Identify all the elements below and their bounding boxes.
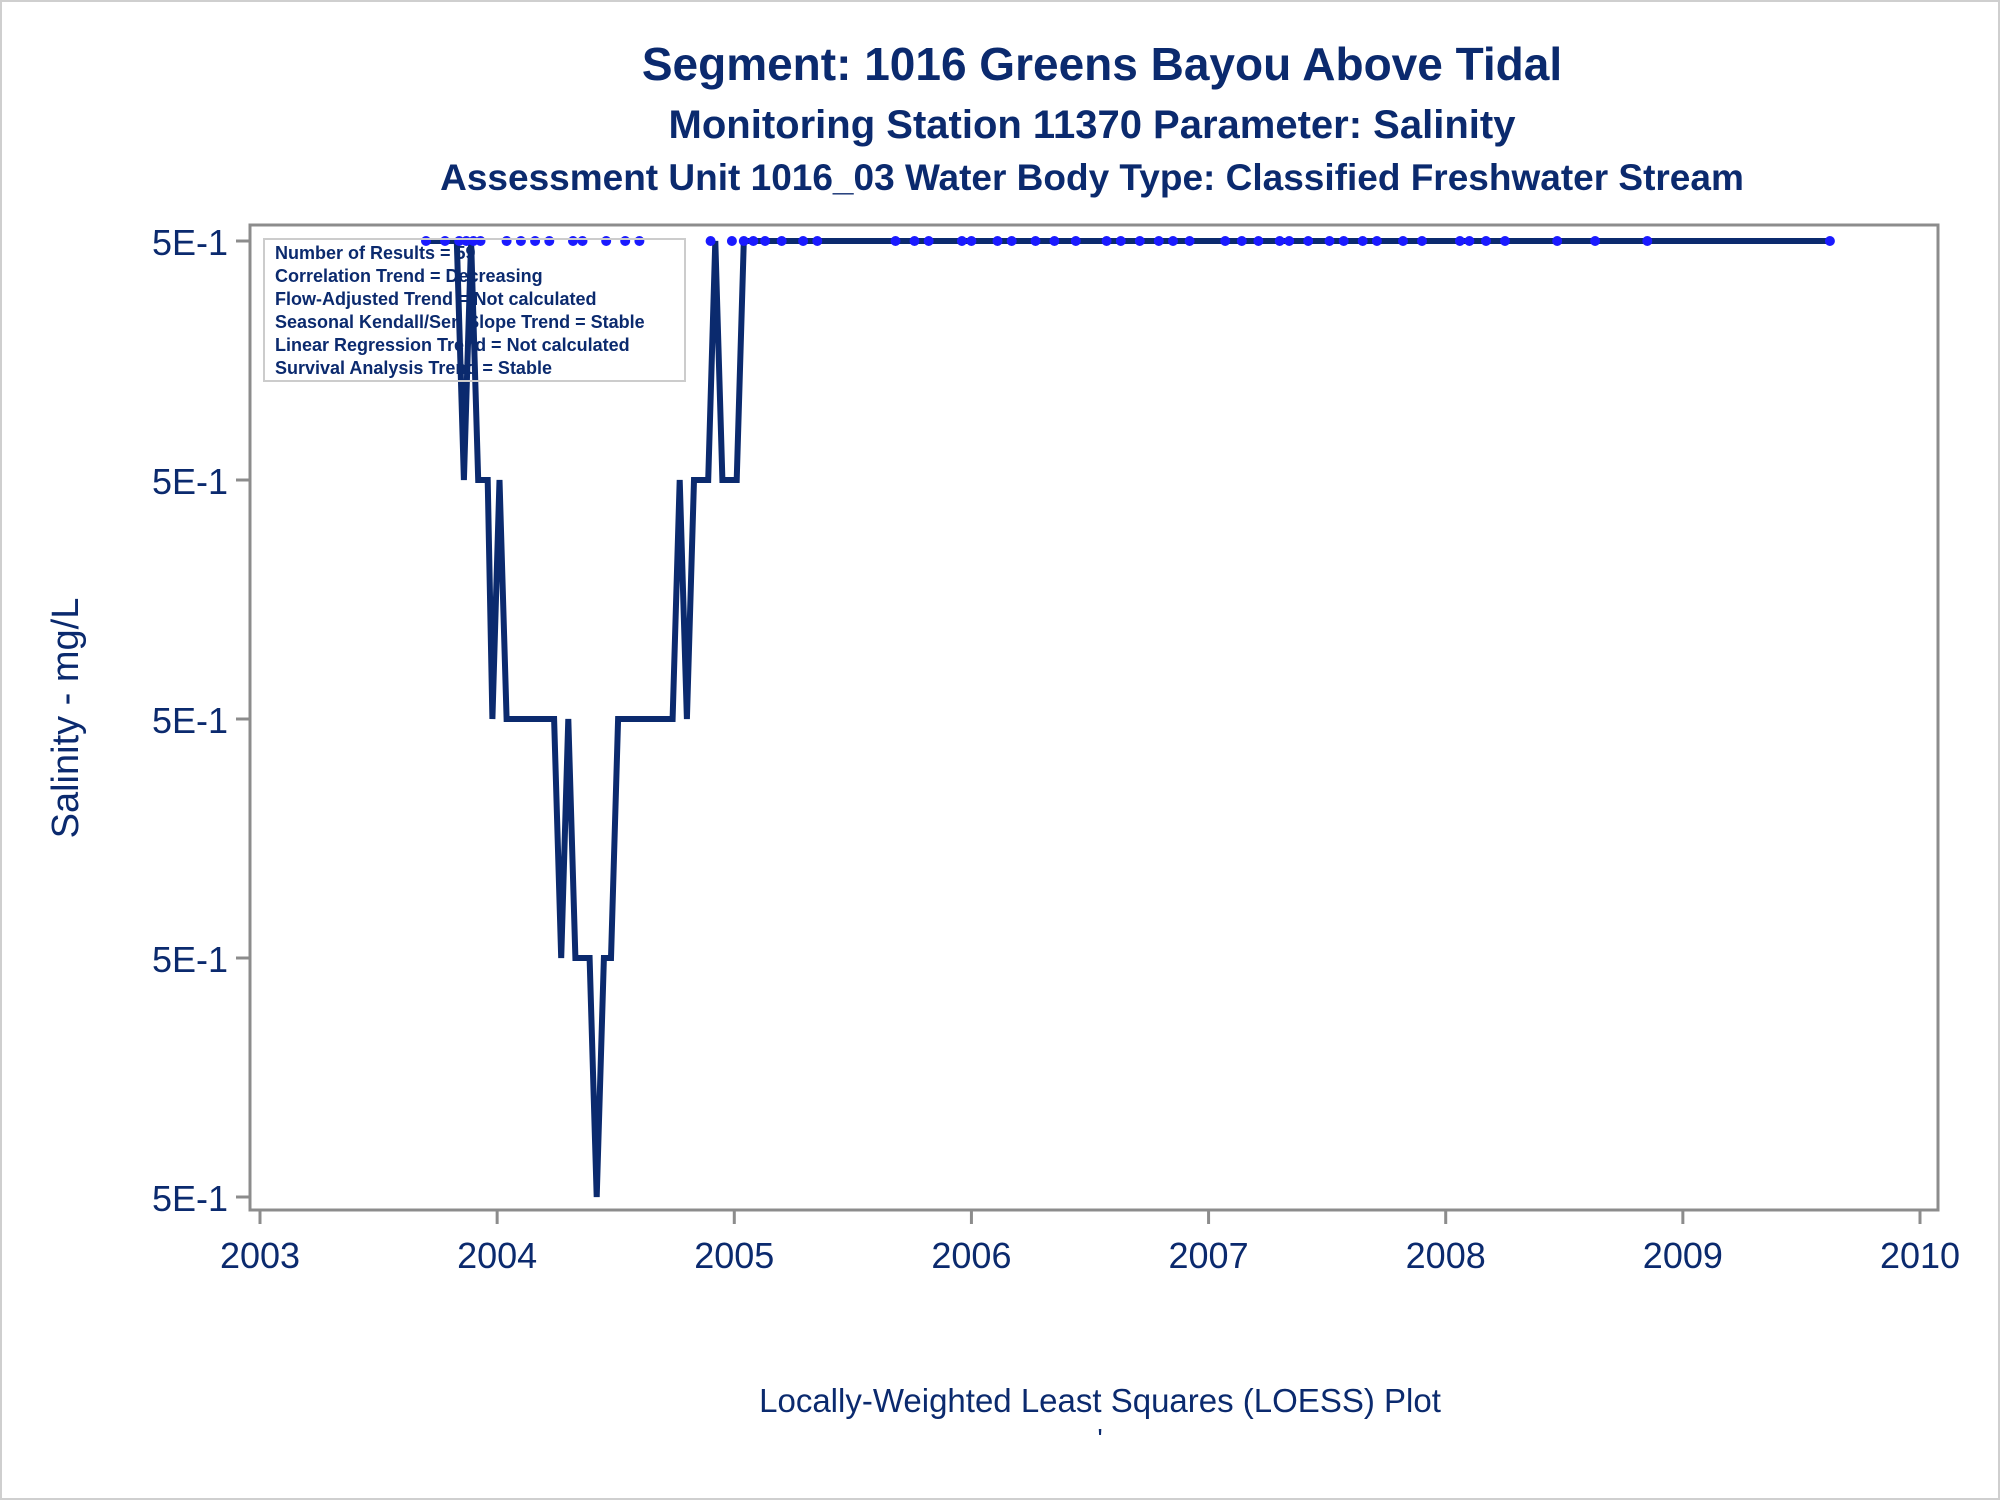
data-point xyxy=(620,236,631,246)
data-point xyxy=(1398,236,1408,246)
data-point xyxy=(1590,236,1601,246)
x-tick-label: 2003 xyxy=(220,1235,300,1276)
data-point xyxy=(1134,236,1145,246)
stats-box: Number of Results = 59 Correlation Trend… xyxy=(263,238,686,382)
data-point xyxy=(1030,236,1041,246)
data-point xyxy=(1464,236,1475,246)
y-tick-label: 5E-1 xyxy=(152,700,228,741)
data-point xyxy=(760,236,771,246)
data-point xyxy=(1274,236,1285,246)
data-point xyxy=(501,236,512,246)
data-point xyxy=(1168,236,1178,246)
y-tick-label: 5E-1 xyxy=(152,461,228,502)
x-tick-label: 2005 xyxy=(694,1235,774,1276)
stats-line-1: Number of Results = 59 xyxy=(275,243,476,263)
x-axis: 2003 2004 2005 2006 2007 2008 2009 2010 xyxy=(220,1210,1960,1276)
data-point xyxy=(798,236,809,246)
data-point xyxy=(748,236,759,246)
x-tick-label: 2008 xyxy=(1406,1235,1486,1276)
stats-line-4: Seasonal Kendall/Sen Slope Trend = Stabl… xyxy=(275,312,645,332)
data-point xyxy=(909,236,920,246)
chart-title: Segment: 1016 Greens Bayou Above Tidal xyxy=(642,38,1562,90)
x-tick-label: 2004 xyxy=(457,1235,537,1276)
data-point xyxy=(992,236,1003,246)
stats-line-3: Flow-Adjusted Trend = Not calculated xyxy=(275,289,597,309)
loess-line xyxy=(426,238,1830,1198)
data-point xyxy=(1552,236,1563,246)
data-point xyxy=(1454,236,1465,246)
chart-subtitle: Monitoring Station 11370 Parameter: Sali… xyxy=(669,103,1517,147)
stats-box-frame xyxy=(263,238,686,382)
data-point xyxy=(577,236,588,246)
data-point xyxy=(1006,236,1017,246)
data-point xyxy=(1324,236,1335,246)
data-point xyxy=(1338,236,1349,246)
data-point xyxy=(1220,236,1231,246)
data-point xyxy=(475,236,486,246)
stats-line-5: Linear Regression Trend = Not calculated xyxy=(275,335,630,355)
data-point xyxy=(1115,236,1126,246)
data-point xyxy=(1049,236,1060,246)
y-tick-label: 5E-1 xyxy=(152,222,228,263)
data-point xyxy=(1284,236,1295,246)
data-point xyxy=(705,236,716,246)
data-point xyxy=(956,236,967,246)
data-point xyxy=(1236,236,1247,246)
chart-subtitle-2: Assessment Unit 1016_03 Water Body Type:… xyxy=(440,157,1744,198)
y-axis: 5E-1 5E-1 5E-1 5E-1 5E-1 xyxy=(152,222,250,1219)
data-point xyxy=(1184,236,1195,246)
data-point xyxy=(1357,236,1368,246)
data-point xyxy=(966,236,977,246)
data-point xyxy=(1153,236,1164,246)
data-point xyxy=(1101,236,1112,246)
data-point xyxy=(812,236,823,246)
data-point xyxy=(1070,236,1081,246)
x-tick-label: 2006 xyxy=(931,1235,1011,1276)
data-point xyxy=(634,236,645,246)
x-axis-label: Locally-Weighted Least Squares (LOESS) P… xyxy=(759,1382,1441,1419)
data-point xyxy=(544,236,555,246)
data-point xyxy=(1371,236,1382,246)
y-tick-label: 5E-1 xyxy=(152,1178,228,1219)
data-point xyxy=(1824,236,1835,246)
y-tick-label: 5E-1 xyxy=(152,939,228,980)
x-tick-label: 2007 xyxy=(1169,1235,1249,1276)
x-tick-label: 2010 xyxy=(1880,1235,1960,1276)
data-point xyxy=(776,236,787,246)
data-point xyxy=(1500,236,1510,246)
x-tick-label: 2009 xyxy=(1643,1235,1723,1276)
y-axis-label: Salinity - mg/L xyxy=(45,598,87,839)
data-point xyxy=(1481,236,1491,246)
data-point xyxy=(726,236,737,246)
data-point xyxy=(738,236,749,246)
data-point xyxy=(923,236,934,246)
stats-line-6: Survival Analysis Trend = Stable xyxy=(275,358,552,378)
data-point xyxy=(601,236,612,246)
footnote-mark: ' xyxy=(1097,1423,1102,1454)
stats-line-2: Correlation Trend = Decreasing xyxy=(275,266,543,286)
data-point xyxy=(530,236,541,246)
data-point xyxy=(1417,236,1427,246)
data-point xyxy=(1303,236,1314,246)
data-point xyxy=(515,236,526,246)
data-point xyxy=(1642,236,1653,246)
data-point xyxy=(568,236,578,246)
data-point xyxy=(1253,236,1264,246)
data-point xyxy=(890,236,901,246)
